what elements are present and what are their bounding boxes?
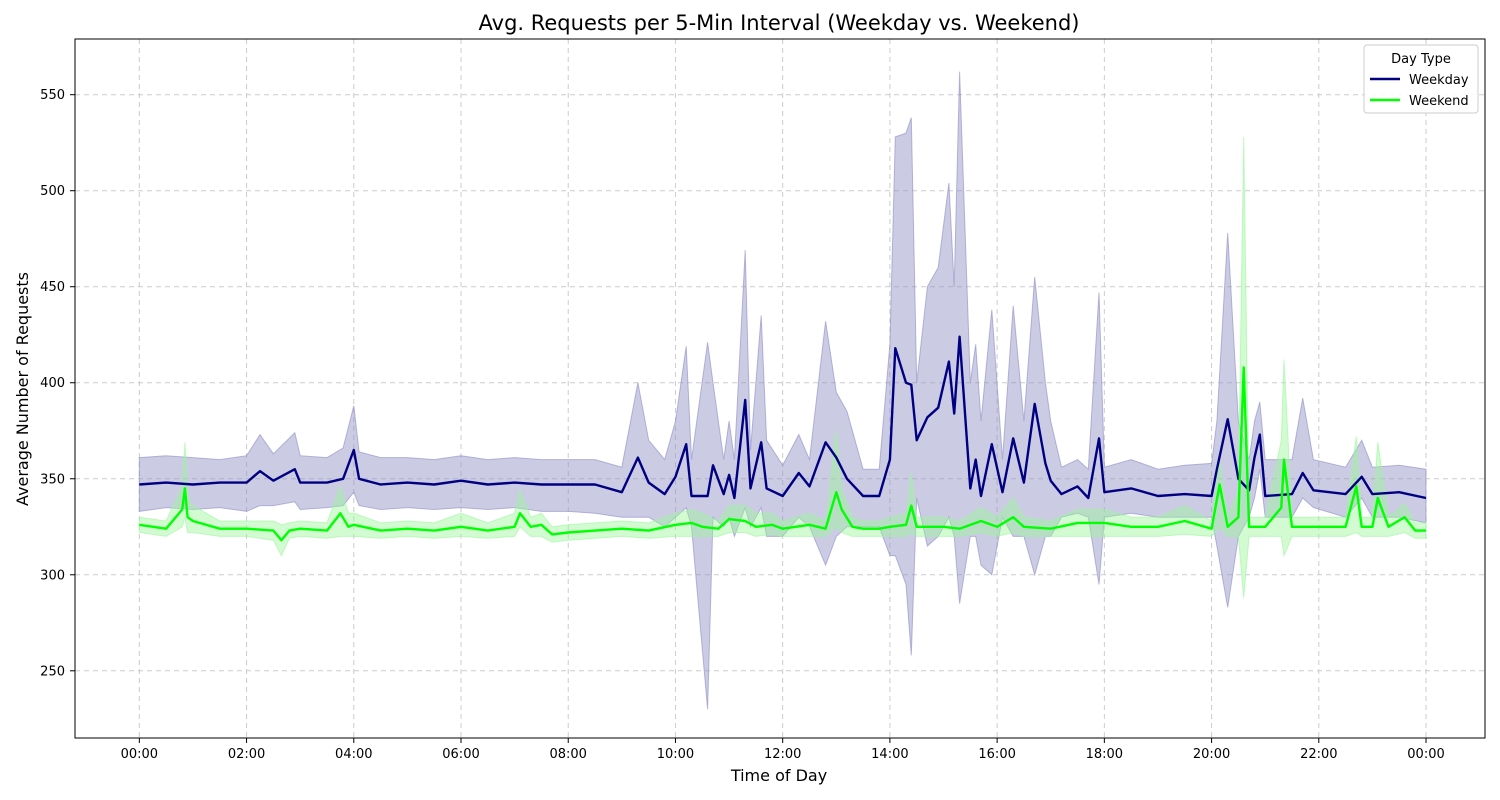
confidence-bands — [138, 71, 1427, 710]
line-weekday — [139, 335, 1427, 500]
x-tick-label: 02:00 — [228, 747, 265, 762]
grid-lines — [75, 39, 1485, 738]
y-tick-label: 450 — [40, 280, 65, 295]
line-weekend — [139, 366, 1426, 542]
x-tick-label: 08:00 — [549, 747, 586, 762]
legend-title: Day Type — [1391, 52, 1451, 67]
legend-label-weekend: Weekend — [1409, 94, 1469, 109]
x-tick-label: 20:00 — [1193, 747, 1230, 762]
x-tick-label: 06:00 — [442, 747, 479, 762]
x-tick-label: 18:00 — [1086, 747, 1123, 762]
x-tick-label: 14:00 — [871, 747, 908, 762]
legend-label-weekday: Weekday — [1409, 73, 1469, 88]
y-tick-label: 300 — [40, 568, 65, 583]
y-axis-label: Average Number of Requests — [13, 272, 32, 506]
x-tick-label: 22:00 — [1300, 747, 1337, 762]
y-tick-label: 500 — [40, 184, 65, 199]
x-tick-label: 04:00 — [335, 747, 372, 762]
y-tick-label: 250 — [40, 664, 65, 679]
y-tick-label: 400 — [40, 376, 65, 391]
x-tick-label: 00:00 — [1407, 747, 1444, 762]
y-tick-label: 350 — [40, 472, 65, 487]
y-axis-ticks: 250 300 350 400 450 500 550 — [40, 88, 75, 679]
x-tick-label: 00:00 — [121, 747, 158, 762]
x-tick-label: 10:00 — [657, 747, 694, 762]
legend: Day Type Weekday Weekend — [1363, 44, 1479, 114]
legend-box — [1363, 44, 1479, 114]
chart-title: Avg. Requests per 5-Min Interval (Weekda… — [479, 11, 1080, 35]
x-axis-ticks: 00:00 02:00 04:00 06:00 08:00 10:00 12:00 14:00… — [121, 738, 1445, 762]
x-tick-label: 12:00 — [764, 747, 801, 762]
y-tick-label: 550 — [40, 88, 65, 103]
series-lines — [139, 335, 1427, 542]
band-weekend — [138, 136, 1427, 598]
x-axis-label: Time of Day — [730, 766, 827, 785]
plot-frame — [74, 38, 1486, 739]
x-tick-label: 16:00 — [978, 747, 1015, 762]
